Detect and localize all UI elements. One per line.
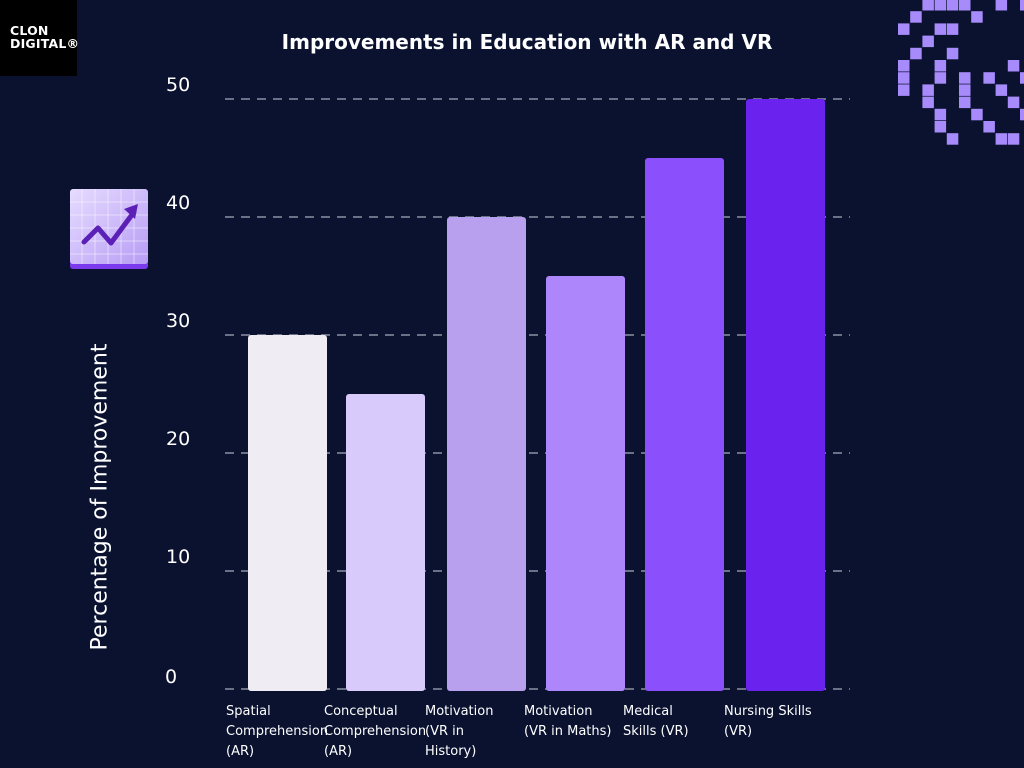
y-tick-label: 20 bbox=[166, 428, 190, 450]
pixel-square bbox=[995, 133, 1008, 145]
pixel-square bbox=[946, 23, 959, 35]
logo-line-2: DIGITAL® bbox=[10, 36, 80, 51]
pixel-square bbox=[1007, 133, 1020, 145]
x-tick-label-line: (VR in Maths) bbox=[524, 724, 612, 739]
y-tick-label: 50 bbox=[166, 74, 190, 96]
pixel-square bbox=[922, 96, 934, 109]
pixel-square bbox=[995, 0, 1008, 11]
pixel-square bbox=[922, 0, 934, 11]
pixel-square bbox=[934, 108, 947, 121]
pixel-square bbox=[934, 60, 947, 72]
pixel-square bbox=[946, 47, 959, 60]
pixel-square bbox=[959, 72, 971, 84]
pixel-square bbox=[898, 84, 910, 96]
x-tick-label-line: Spatial bbox=[226, 704, 271, 719]
x-tick-label-line: History) bbox=[425, 744, 477, 759]
x-tick-label-line: Comprehension bbox=[324, 724, 427, 739]
pixel-square bbox=[910, 47, 922, 60]
pixel-square bbox=[983, 72, 995, 84]
x-tick-label: Spatial Comprehension (AR) bbox=[226, 702, 328, 762]
x-tick-label: Conceptual Comprehension (AR) bbox=[324, 702, 426, 762]
pixel-square bbox=[995, 84, 1008, 96]
pixel-square bbox=[983, 121, 995, 133]
x-tick-label-line: (AR) bbox=[226, 744, 255, 759]
pixel-square bbox=[922, 84, 934, 96]
pixel-square bbox=[1020, 108, 1024, 121]
pixel-square bbox=[959, 96, 971, 109]
pixel-square bbox=[934, 72, 947, 84]
pixel-square bbox=[1020, 72, 1024, 84]
pixel-square bbox=[959, 84, 971, 96]
pixel-square bbox=[959, 0, 971, 11]
y-tick-label: 30 bbox=[166, 310, 190, 332]
x-tick-label: Nursing Skills (VR) bbox=[724, 702, 812, 742]
pixel-square bbox=[922, 35, 934, 48]
x-tick-label-line: Nursing Skills bbox=[724, 704, 812, 719]
pixel-square bbox=[934, 23, 947, 35]
pixel-square bbox=[971, 108, 983, 121]
x-tick-label: Motivation (VR in Maths) bbox=[524, 702, 611, 742]
pixel-square bbox=[898, 60, 910, 72]
pixel-square bbox=[971, 11, 983, 23]
bar bbox=[248, 335, 327, 691]
bar bbox=[546, 276, 625, 691]
pixel-square bbox=[946, 133, 959, 145]
x-tick-label-line: Skills (VR) bbox=[623, 724, 689, 739]
bar bbox=[645, 158, 724, 691]
bar bbox=[746, 99, 825, 691]
brand-logo: CLON DIGITAL® bbox=[0, 0, 80, 76]
y-tick-label: 40 bbox=[166, 192, 190, 214]
chart-title: Improvements in Education with AR and VR bbox=[281, 30, 773, 54]
trending-up-chart-icon bbox=[70, 189, 148, 269]
pixel-square bbox=[1007, 96, 1020, 109]
x-tick-label-line: Motivation bbox=[425, 704, 494, 719]
bar bbox=[447, 217, 526, 691]
x-tick-label-line: Motivation bbox=[524, 704, 593, 719]
x-tick-label: Medical Skills (VR) bbox=[623, 702, 689, 742]
bar bbox=[346, 394, 425, 691]
pixel-square bbox=[1007, 60, 1020, 72]
x-tick-label-line: (AR) bbox=[324, 744, 353, 759]
pixel-square bbox=[1020, 0, 1024, 11]
x-tick-label-line: Comprehension bbox=[226, 724, 329, 739]
pixel-square bbox=[946, 0, 959, 11]
x-tick-label: Motivation (VR in History) bbox=[425, 702, 493, 762]
y-tick-label: 10 bbox=[166, 546, 190, 568]
x-tick-label-line: (VR in bbox=[425, 724, 464, 739]
x-tick-label-line: Conceptual bbox=[324, 704, 398, 719]
logo-line-1: CLON bbox=[10, 23, 49, 38]
pixel-square bbox=[934, 121, 947, 133]
y-tick-label: 0 bbox=[165, 666, 177, 688]
x-tick-label-line: (VR) bbox=[724, 724, 753, 739]
pixel-square bbox=[934, 0, 947, 11]
pixel-square bbox=[898, 23, 910, 35]
pixel-square bbox=[898, 72, 910, 84]
x-tick-label-line: Medical bbox=[623, 704, 673, 719]
pixel-square bbox=[910, 11, 922, 23]
